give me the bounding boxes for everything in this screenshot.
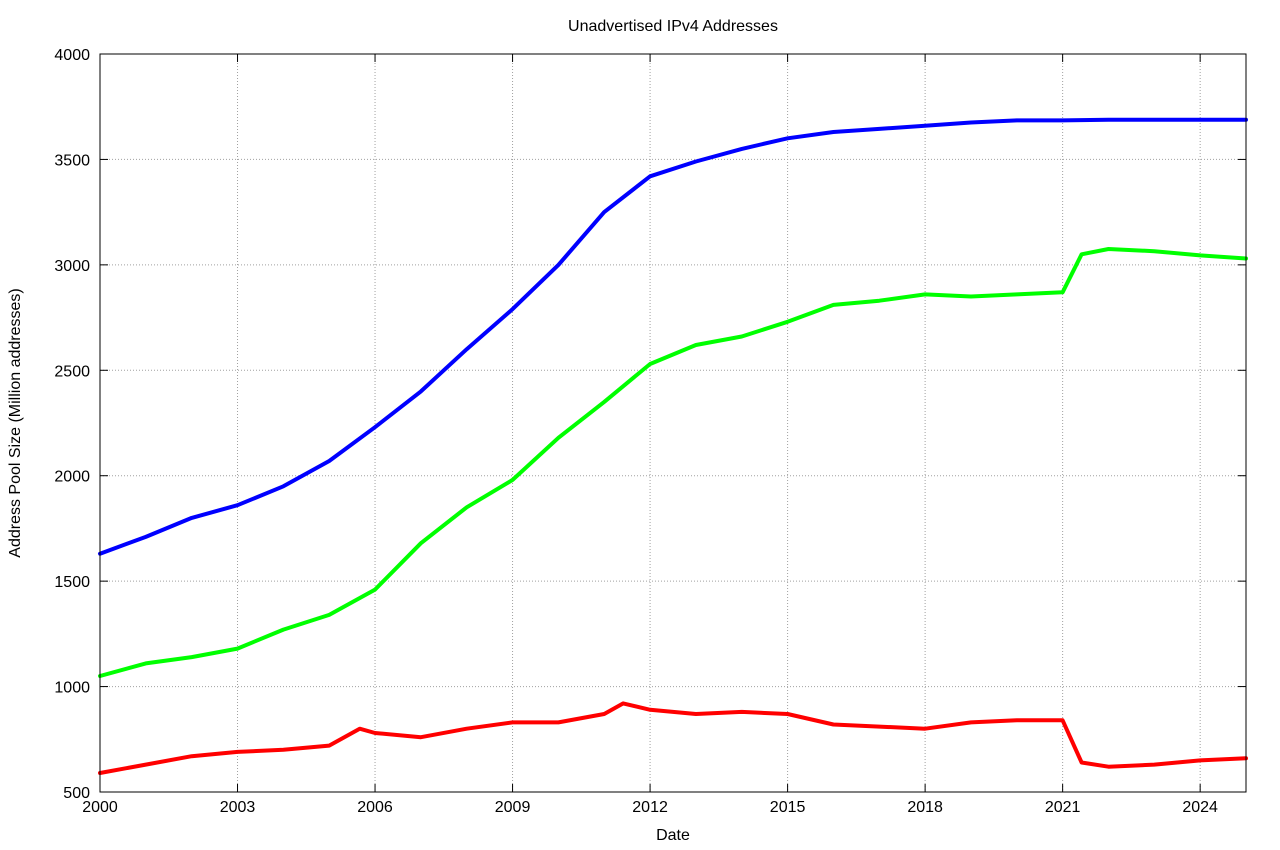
x-tick-label: 2021 bbox=[1045, 799, 1081, 816]
y-tick-label: 1000 bbox=[54, 680, 90, 697]
x-tick-label: 2009 bbox=[495, 799, 531, 816]
x-tick-label: 2024 bbox=[1182, 799, 1218, 816]
x-tick-label: 2000 bbox=[82, 799, 118, 816]
y-tick-label: 2000 bbox=[54, 469, 90, 486]
series-line-0 bbox=[98, 117, 1248, 556]
y-tick-label: 3000 bbox=[54, 258, 90, 275]
x-tick-label: 2015 bbox=[770, 799, 806, 816]
x-axis-title: Date bbox=[656, 827, 690, 844]
grid bbox=[100, 54, 1246, 792]
y-tick-label: 500 bbox=[63, 785, 90, 802]
x-tick-label: 2018 bbox=[907, 799, 943, 816]
series-line-2 bbox=[98, 701, 1248, 775]
chart-title: Unadvertised IPv4 Addresses bbox=[568, 18, 778, 35]
plot-frame bbox=[99, 53, 1247, 793]
y-axis-title: Address Pool Size (Million addresses) bbox=[7, 288, 24, 557]
y-tick-label: 1500 bbox=[54, 574, 90, 591]
y-tick-label: 3500 bbox=[54, 152, 90, 169]
x-tick-label: 2006 bbox=[357, 799, 393, 816]
series-line-1 bbox=[98, 247, 1248, 678]
y-tick-label: 4000 bbox=[54, 47, 90, 64]
axis-ticks: 2000 2003 2006 2009 2012 2015 2018 2021 2024 500 1… bbox=[54, 47, 1246, 816]
series-lines bbox=[98, 117, 1248, 775]
y-tick-label: 2500 bbox=[54, 363, 90, 380]
x-tick-label: 2012 bbox=[632, 799, 668, 816]
x-tick-label: 2003 bbox=[220, 799, 256, 816]
